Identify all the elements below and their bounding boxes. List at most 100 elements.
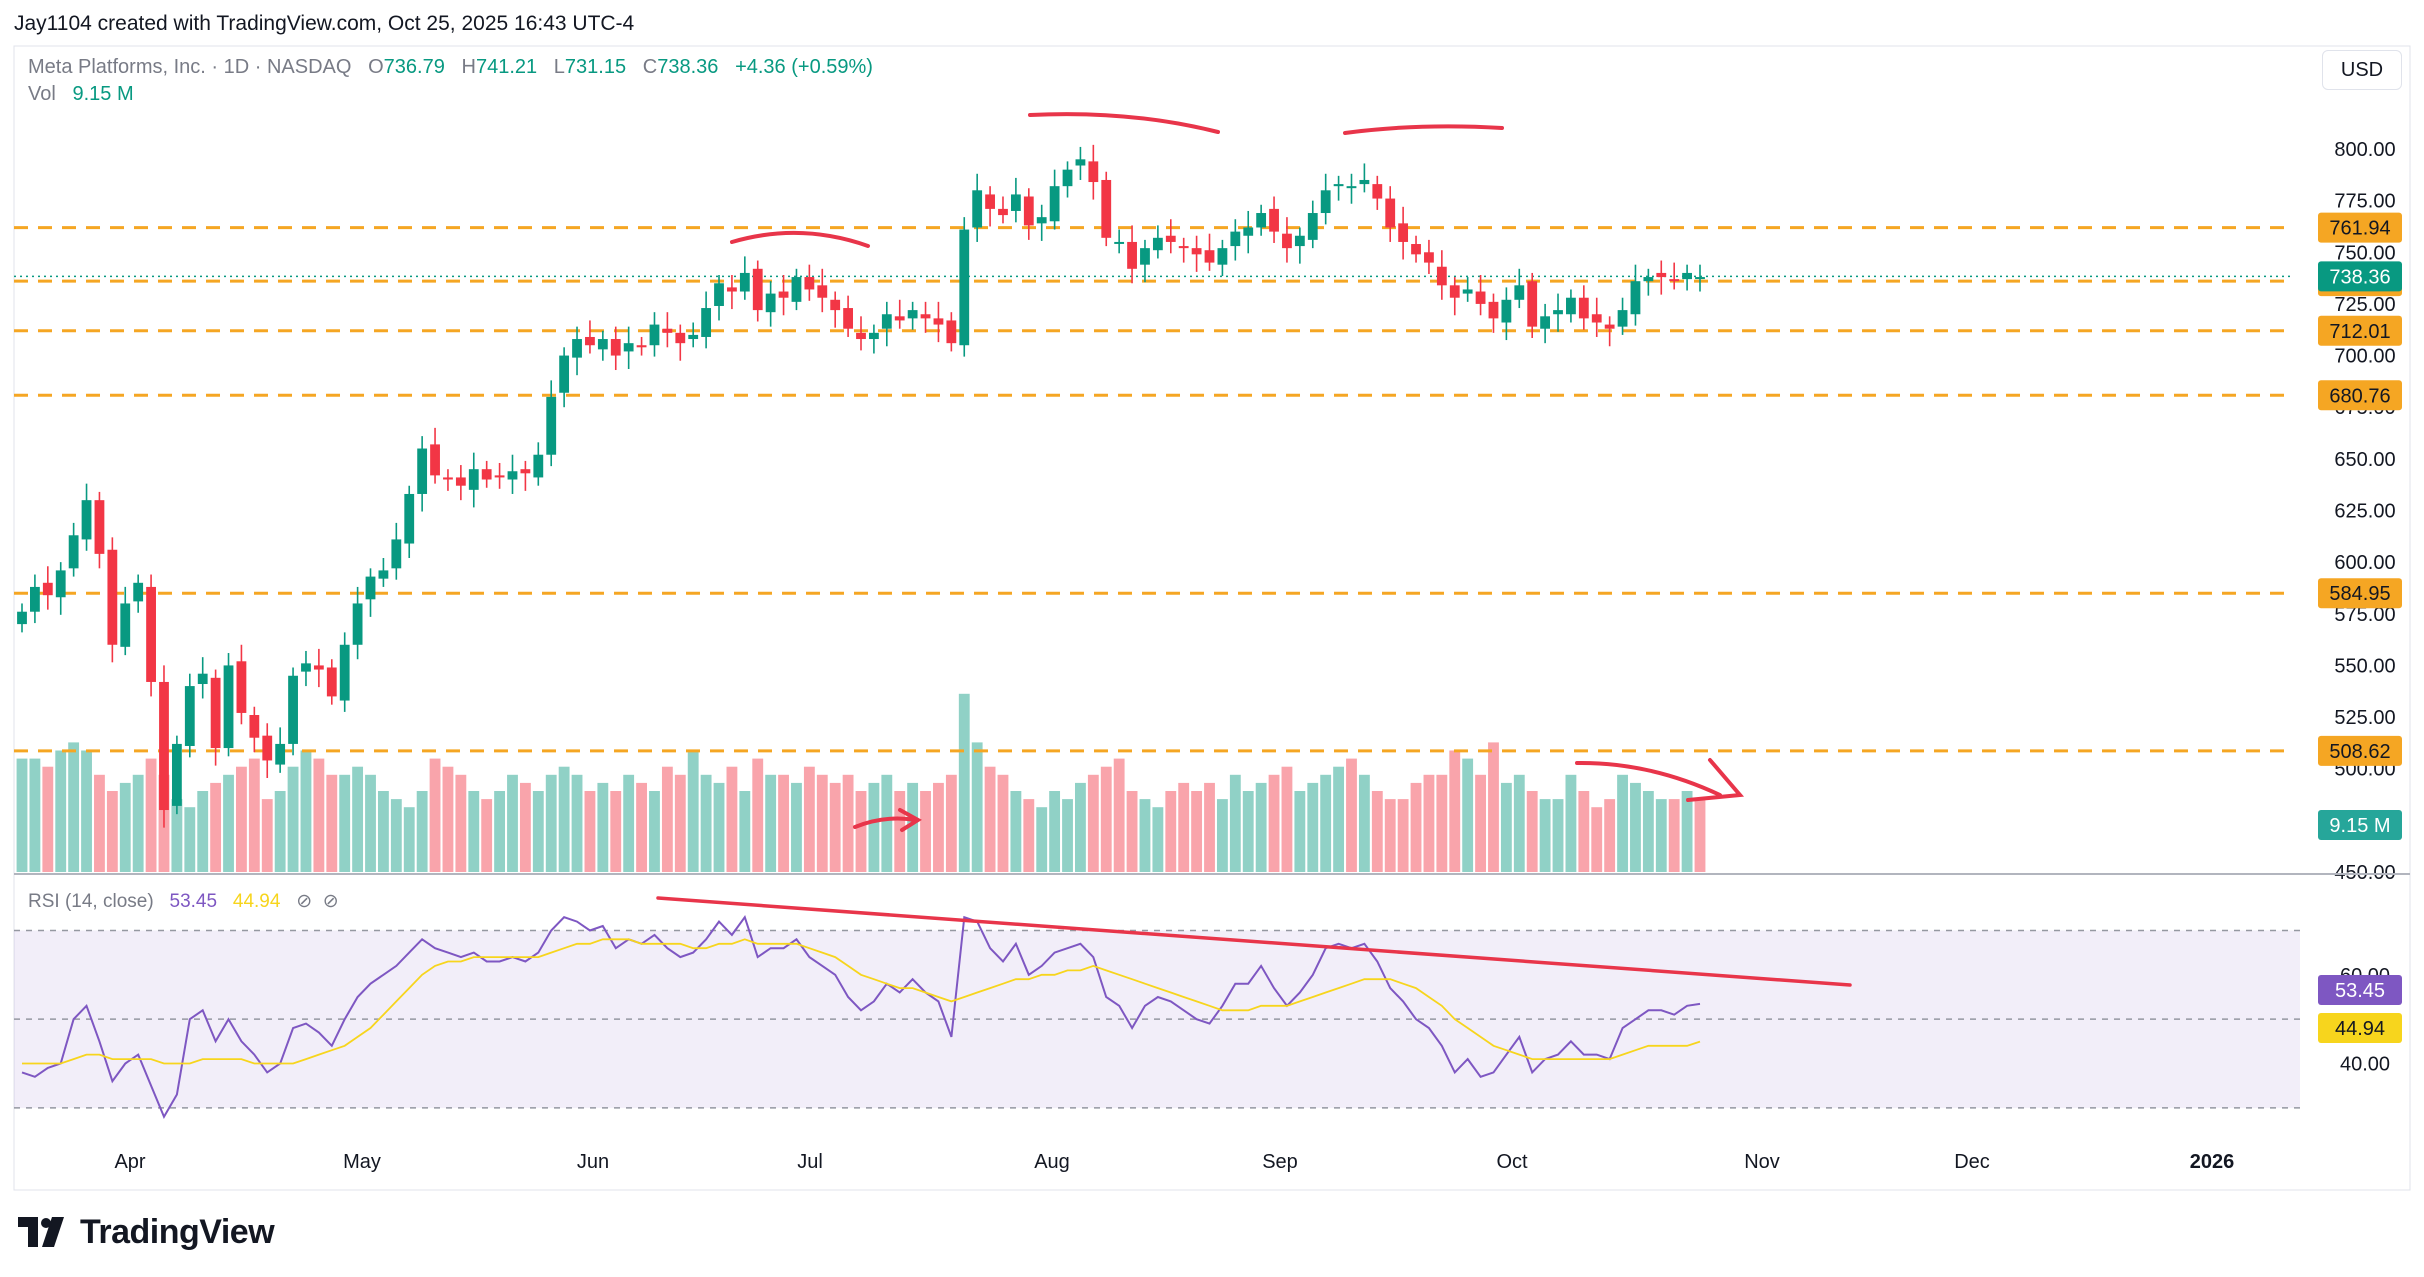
volume-bar: [933, 782, 944, 872]
candle-body: [159, 681, 169, 811]
volume-bar: [1152, 807, 1164, 872]
volume-bar: [455, 774, 467, 872]
rsi-value-badge: 53.45: [2335, 980, 2385, 1002]
candle-body: [933, 318, 944, 325]
price-tick-label: 550.00: [2334, 655, 2395, 677]
volume-bar: [1410, 782, 1422, 872]
candle-body: [1514, 285, 1525, 300]
candle-body: [739, 272, 750, 292]
last-price-badge-bg: [2318, 261, 2402, 292]
visibility-off-icon[interactable]: ⊘: [296, 891, 313, 912]
price-tick-label: 800.00: [2334, 139, 2395, 161]
volume-bar: [868, 782, 880, 872]
rsi-ma-badge-bg: [2318, 1013, 2402, 1043]
candle-body: [830, 299, 841, 311]
candle-body: [959, 229, 970, 346]
volume-bar: [1397, 799, 1409, 872]
candle-body: [675, 332, 686, 344]
candle-body: [1527, 281, 1538, 327]
candle-body: [1553, 310, 1563, 315]
volume-bar: [300, 750, 312, 872]
candle-body: [1411, 244, 1421, 255]
volume-bar: [1049, 791, 1061, 872]
candle-body: [17, 611, 27, 625]
candle-body: [339, 644, 350, 701]
candle-body: [752, 268, 763, 311]
candle-body: [856, 332, 866, 340]
change-value: +4.36 (+0.59%): [735, 56, 873, 78]
candle-body: [520, 469, 531, 474]
candle-body: [301, 663, 311, 672]
volume-bar: [1139, 799, 1151, 872]
candle-body: [1269, 208, 1279, 232]
volume-bar: [532, 791, 544, 872]
candle-body: [1682, 272, 1692, 280]
annotation-arc: [1343, 124, 1504, 135]
candle-body: [1656, 272, 1667, 278]
candle-body: [804, 277, 815, 290]
volume-bar: [1204, 782, 1215, 872]
currency-button[interactable]: USD: [2322, 50, 2402, 90]
volume-bar: [171, 799, 183, 872]
volume-bar: [429, 758, 441, 872]
volume-label: Vol: [28, 83, 56, 105]
candle-body: [1436, 266, 1447, 286]
volume-bar: [894, 791, 906, 872]
annotation-arrow: [853, 808, 922, 832]
symbol-name: Meta Platforms, Inc. · 1D · NASDAQ: [28, 56, 352, 78]
volume-value: 9.15 M: [72, 83, 134, 105]
axis-labels: 761.94736.01712.01680.76584.95508.62738.…: [2318, 212, 2402, 1043]
time-tick-label: May: [343, 1151, 381, 1173]
volume-bar: [197, 791, 209, 872]
candle-body: [288, 675, 298, 744]
candle-body: [843, 308, 853, 329]
volume-bar: [1320, 774, 1332, 872]
volume-bar: [739, 791, 751, 872]
volume-bar: [261, 799, 273, 872]
volume-bar: [1384, 799, 1396, 872]
candle-body: [688, 334, 699, 340]
volume-bar: [1216, 799, 1228, 872]
volume-bar: [274, 791, 286, 872]
candle-body: [275, 743, 286, 765]
volume-bars: [16, 693, 1706, 872]
candle-body: [1307, 213, 1318, 240]
candle-body: [1049, 186, 1060, 222]
candle-body: [546, 396, 557, 455]
volume-bar: [29, 758, 41, 872]
volume-bar: [1242, 791, 1254, 872]
rsi-line: [21, 915, 1701, 1119]
candle-body: [365, 576, 376, 600]
volume-bar: [661, 766, 673, 872]
open-value: 736.79: [383, 56, 445, 78]
volume-bar: [1578, 791, 1590, 872]
rsi-trendline: [656, 896, 1852, 987]
volume-bar: [1475, 774, 1486, 872]
volume-badge: 9.15 M: [2329, 815, 2390, 837]
time-tick-label: Aug: [1034, 1151, 1070, 1173]
volume-bar: [519, 782, 531, 872]
candle-body: [817, 285, 828, 298]
rsi-label: RSI (14, close): [28, 891, 154, 912]
volume-bar: [145, 758, 157, 872]
tradingview-logo[interactable]: TradingView: [18, 1212, 275, 1252]
volume-bar: [184, 807, 196, 872]
annotation-arc: [730, 230, 870, 248]
candle-body: [1243, 227, 1254, 236]
volume-bar: [1526, 791, 1538, 872]
visibility-off-icon[interactable]: ⊘: [322, 891, 339, 912]
volume-bar: [1346, 758, 1357, 872]
candle-body: [1152, 237, 1163, 251]
candle-body: [623, 343, 634, 352]
candle-body: [972, 190, 983, 228]
candle-body: [1449, 285, 1460, 298]
volume-bar: [390, 799, 402, 872]
candle-body: [1320, 190, 1331, 214]
candle-body: [1617, 310, 1628, 327]
candle-body: [1217, 248, 1228, 265]
candle-body: [1230, 231, 1241, 247]
candle-body: [1178, 246, 1189, 249]
price-level-badge-bg: [2318, 735, 2402, 766]
volume-bar: [248, 758, 260, 872]
